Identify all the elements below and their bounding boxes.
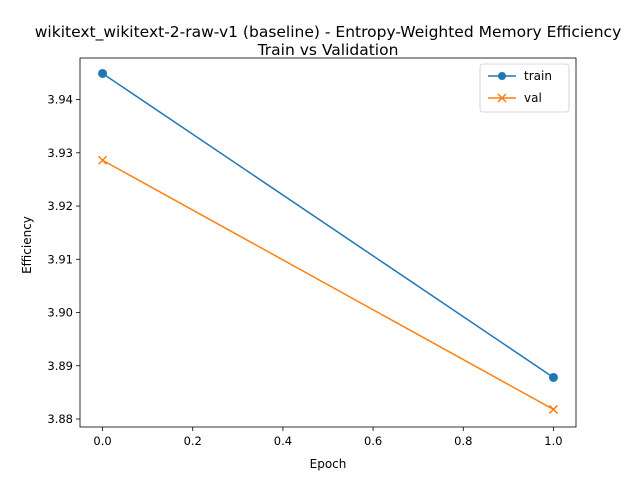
data-point-train (548, 372, 558, 382)
data-point-stroke (98, 155, 108, 165)
legend-label: val (524, 91, 542, 105)
series-line-val (102, 159, 554, 411)
y-tick-label: 3.88 (47, 412, 73, 426)
chart-title: wikitext_wikitext-2-raw-v1 (baseline) - … (35, 23, 622, 42)
axes: 0.0 0.2 0.4 0.6 0.8 1.0 3.88 3.89 3.90 3.91 3.92 3.… (47, 57, 577, 448)
legend-marker (498, 72, 506, 80)
y-tick-label: 3.92 (47, 199, 73, 213)
x-tick-label: 0.8 (454, 434, 472, 448)
y-axis-label: Efficiency (20, 216, 34, 274)
series-line-train (102, 72, 554, 379)
plot-area (98, 68, 558, 414)
x-tick-label: 1.0 (544, 434, 562, 448)
data-point-train (98, 68, 108, 78)
legend: train val (479, 63, 570, 113)
x-tick-label: 0.4 (274, 434, 292, 448)
x-tick-label: 0.0 (93, 434, 111, 448)
data-point-val (548, 404, 558, 414)
y-tick-label: 3.94 (47, 93, 73, 107)
y-tick-label: 3.91 (47, 252, 73, 266)
legend-label: train (524, 69, 552, 83)
data-point-stroke (548, 404, 558, 414)
y-tick-label: 3.89 (47, 359, 73, 373)
x-tick-label: 0.2 (184, 434, 202, 448)
legend-entry-val: val (488, 91, 542, 105)
axes-frame (79, 57, 577, 428)
legend-entry-train: train (488, 69, 552, 83)
legend-marker (497, 93, 507, 103)
y-tick-label: 3.93 (47, 146, 73, 160)
x-tick-label: 0.6 (364, 434, 382, 448)
x-axis-label: Epoch (310, 457, 347, 471)
y-tick-label: 3.90 (47, 306, 73, 320)
chart-subtitle: Train vs Validation (257, 41, 399, 59)
data-point-val (98, 155, 108, 165)
